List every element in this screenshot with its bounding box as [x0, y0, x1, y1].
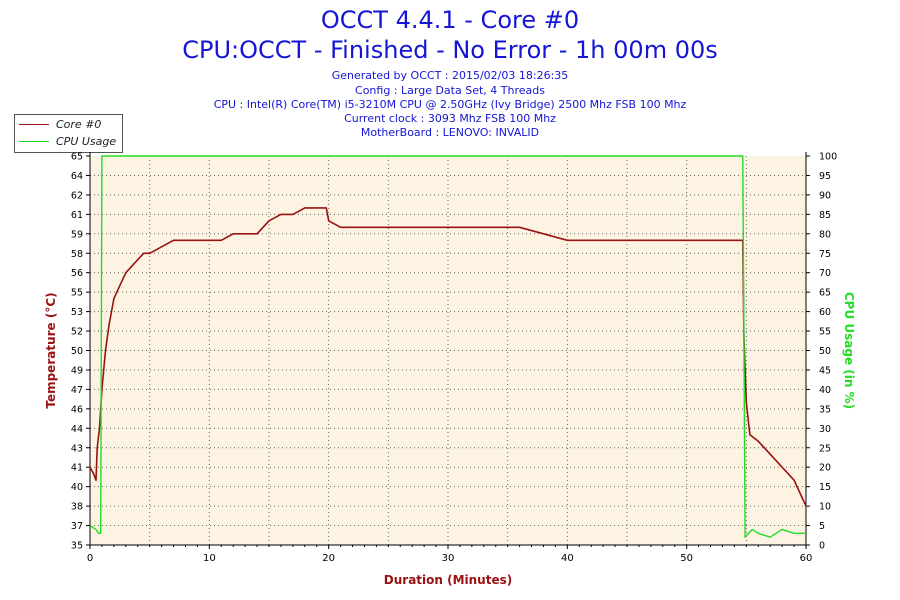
- chart-subtitle: CPU:OCCT - Finished - No Error - 1h 00m …: [182, 36, 718, 64]
- y2-tick-label: 75: [819, 249, 831, 260]
- y-tick-label: 43: [71, 443, 83, 454]
- legend-swatch-cpu-usage: [19, 141, 49, 142]
- y2-axis-label: CPU Usage (in %): [842, 292, 856, 409]
- y-axis-label: Temperature (°C): [44, 292, 58, 408]
- y-tick-label: 65: [71, 152, 83, 163]
- y-tick-label: 59: [71, 229, 83, 240]
- y-tick-label: 52: [71, 327, 83, 338]
- y-tick-label: 38: [71, 502, 83, 513]
- y2-tick-label: 5: [819, 521, 825, 532]
- legend-swatch-core0: [19, 124, 49, 125]
- y2-tick-label: 70: [819, 268, 831, 279]
- y2-tick-label: 25: [819, 443, 831, 454]
- y2-tick-label: 95: [819, 171, 831, 182]
- y2-tick-label: 40: [819, 385, 831, 396]
- y-tick-label: 47: [71, 385, 83, 396]
- chart-legend: Core #0 CPU Usage: [14, 114, 123, 153]
- info-cpu: CPU : Intel(R) Core(TM) i5-3210M CPU @ 2…: [213, 98, 687, 111]
- y-tick-label: 50: [71, 346, 83, 357]
- y2-tick-label: 80: [819, 229, 831, 240]
- y-tick-label: 58: [71, 249, 83, 260]
- series-line-cpu-usage: [89, 155, 806, 538]
- y-tick-label: 37: [71, 521, 83, 532]
- info-clock: Current clock : 3093 Mhz FSB 100 Mhz: [344, 112, 556, 125]
- legend-label-core0: Core #0: [56, 118, 102, 131]
- y-tick-label: 40: [71, 482, 83, 493]
- series-line-core0: [89, 207, 807, 507]
- chart-title: OCCT 4.4.1 - Core #0: [320, 6, 580, 34]
- y-tick-label: 56: [71, 268, 83, 279]
- series-layer: [89, 155, 807, 538]
- info-generated: Generated by OCCT : 2015/02/03 18:26:35: [331, 69, 569, 82]
- y2-tick-label: 50: [819, 346, 831, 357]
- y-tick-label: 44: [71, 424, 83, 435]
- axes: 0 10 20 30 40 50 60353738404143444647495052535…: [71, 152, 837, 565]
- y-tick-label: 46: [71, 404, 83, 415]
- x-tick-label: 60: [800, 553, 813, 564]
- y2-tick-label: 30: [819, 424, 831, 435]
- y-tick-label: 49: [71, 365, 83, 376]
- y-tick-label: 53: [71, 307, 83, 318]
- y2-tick-label: 65: [819, 288, 831, 299]
- y2-tick-label: 55: [819, 327, 831, 338]
- x-tick-label: 40: [561, 553, 574, 564]
- y2-tick-label: 20: [819, 463, 831, 474]
- x-axis-label: Duration (Minutes): [384, 573, 512, 587]
- y-tick-label: 64: [71, 171, 83, 182]
- y2-tick-label: 100: [819, 152, 837, 163]
- y-tick-label: 62: [71, 190, 83, 201]
- info-config: Config : Large Data Set, 4 Threads: [355, 84, 545, 97]
- x-tick-label: 50: [680, 553, 693, 564]
- y2-tick-label: 85: [819, 210, 831, 221]
- y2-tick-label: 90: [819, 190, 831, 201]
- legend-label-cpu-usage: CPU Usage: [56, 135, 117, 148]
- y-tick-label: 41: [71, 463, 83, 474]
- y2-tick-label: 0: [819, 541, 825, 552]
- x-tick-label: 10: [203, 553, 216, 564]
- y2-tick-label: 15: [819, 482, 831, 493]
- y2-tick-label: 60: [819, 307, 831, 318]
- y-tick-label: 61: [71, 210, 83, 221]
- info-motherboard: MotherBoard : LENOVO: INVALID: [360, 126, 540, 139]
- x-tick-label: 30: [442, 553, 455, 564]
- y2-tick-label: 35: [819, 404, 831, 415]
- y2-tick-label: 45: [819, 365, 831, 376]
- grid-lines: [90, 156, 806, 545]
- x-tick-label: 20: [322, 553, 335, 564]
- y-tick-label: 35: [71, 541, 83, 552]
- y2-tick-label: 10: [819, 502, 831, 513]
- y-tick-label: 55: [71, 288, 83, 299]
- x-tick-label: 0: [87, 553, 93, 564]
